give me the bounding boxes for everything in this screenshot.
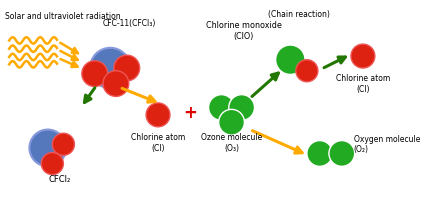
Circle shape [351, 44, 375, 68]
Text: Ozone molecule
(O₃): Ozone molecule (O₃) [201, 133, 262, 153]
Circle shape [276, 45, 305, 74]
Text: Chlorine atom
(Cl): Chlorine atom (Cl) [131, 133, 185, 153]
Text: (Chain reaction): (Chain reaction) [268, 10, 329, 19]
Circle shape [114, 55, 140, 81]
Text: Chlorine monoxide
(ClO): Chlorine monoxide (ClO) [206, 21, 281, 41]
Circle shape [219, 109, 244, 135]
Circle shape [146, 103, 170, 127]
Circle shape [307, 141, 333, 166]
Text: CFC-11(CFCl₃): CFC-11(CFCl₃) [103, 19, 156, 28]
Text: CFCl₂: CFCl₂ [48, 175, 71, 184]
Circle shape [296, 60, 318, 82]
Circle shape [209, 95, 234, 120]
Circle shape [52, 133, 74, 155]
Circle shape [229, 95, 255, 120]
Text: +: + [183, 104, 197, 122]
Text: Solar and ultraviolet radiation: Solar and ultraviolet radiation [5, 12, 120, 21]
Text: Oxygen molecule
(O₂): Oxygen molecule (O₂) [354, 135, 420, 154]
Circle shape [103, 71, 129, 96]
Circle shape [41, 153, 63, 175]
Circle shape [90, 48, 130, 88]
Text: Chlorine atom
(Cl): Chlorine atom (Cl) [336, 74, 390, 94]
Circle shape [329, 141, 354, 166]
Circle shape [29, 130, 66, 166]
Circle shape [82, 61, 108, 86]
